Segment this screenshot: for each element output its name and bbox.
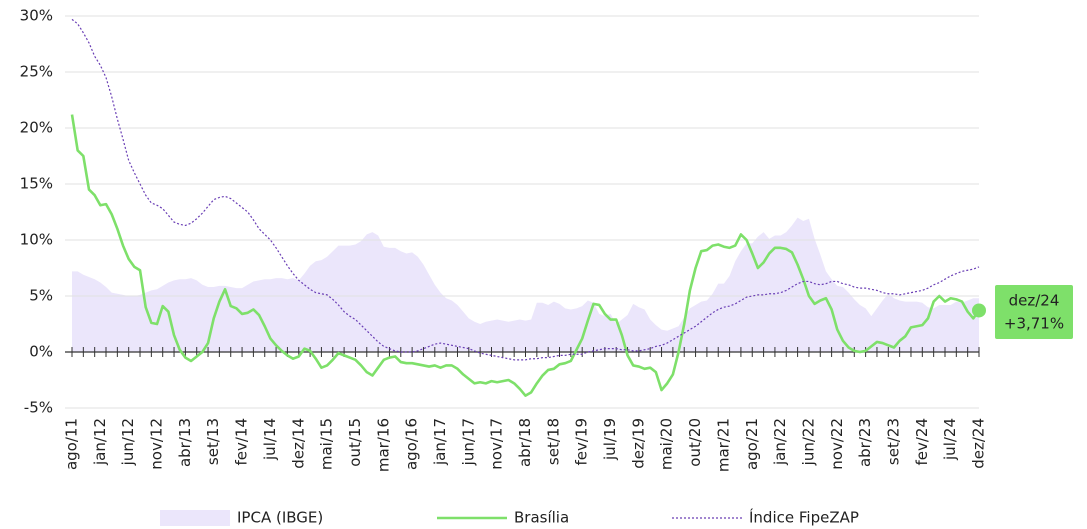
- y-tick-label: 25%: [20, 63, 53, 81]
- x-tick-label: mar/16: [374, 418, 392, 472]
- y-tick-label: 30%: [20, 7, 53, 25]
- x-tick-label: nov/17: [488, 418, 506, 470]
- y-tick-label: 20%: [20, 119, 53, 137]
- x-tick-label: dez/24: [970, 418, 988, 469]
- x-tick-label: jun/17: [459, 418, 477, 466]
- x-tick-label: jan/17: [431, 418, 449, 466]
- x-tick-label: jan/12: [91, 418, 109, 466]
- x-tick-label: ago/11: [63, 418, 81, 470]
- x-tick-label: ago/16: [403, 418, 421, 470]
- legend-label: IPCA (IBGE): [237, 509, 323, 527]
- x-tick-label: set/13: [204, 418, 222, 465]
- x-tick-label: mai/15: [318, 418, 336, 470]
- annotation-text: +3,71%: [1004, 315, 1064, 333]
- x-tick-label: fev/14: [233, 418, 251, 466]
- x-tick-label: jun/12: [119, 418, 137, 466]
- y-tick-label: 10%: [20, 231, 53, 249]
- y-tick-label: 15%: [20, 175, 53, 193]
- x-tick-label: jul/24: [941, 418, 959, 461]
- x-tick-label: nov/12: [148, 418, 166, 470]
- x-tick-label: dez/14: [289, 418, 307, 469]
- legend-label: Índice FipeZAP: [749, 508, 859, 527]
- x-tick-label: nov/22: [828, 418, 846, 470]
- x-tick-label: abr/23: [856, 418, 874, 467]
- x-tick-label: abr/18: [516, 418, 534, 467]
- x-tick-label: dez/19: [629, 418, 647, 469]
- x-tick-label: set/18: [544, 418, 562, 465]
- x-tick-label: mai/20: [658, 418, 676, 470]
- x-tick-label: abr/13: [176, 418, 194, 467]
- x-tick-label: ago/21: [743, 418, 761, 470]
- annotation-text: dez/24: [1009, 292, 1060, 310]
- x-tick-label: jun/22: [799, 418, 817, 466]
- area: [72, 217, 979, 352]
- x-tick-label: out/20: [686, 418, 704, 467]
- x-tick-label: out/15: [346, 418, 364, 467]
- x-tick-label: mar/21: [714, 418, 732, 472]
- legend-label: Brasília: [514, 509, 569, 527]
- x-tick-label: jul/14: [261, 418, 279, 461]
- legend-swatch: [160, 510, 230, 526]
- x-tick-label: fev/24: [913, 418, 931, 466]
- series-line: [71, 18, 980, 361]
- x-tick-label: jan/22: [771, 418, 789, 466]
- end-marker: [972, 303, 986, 318]
- y-tick-label: 5%: [29, 287, 53, 305]
- y-tick-label: 0%: [29, 343, 53, 361]
- x-tick-label: jul/19: [601, 418, 619, 461]
- series-line: [70, 114, 981, 397]
- x-tick-label: fev/19: [573, 418, 591, 466]
- y-tick-label: -5%: [24, 399, 53, 417]
- annotation-box: [995, 285, 1073, 339]
- x-tick-label: set/23: [884, 418, 902, 465]
